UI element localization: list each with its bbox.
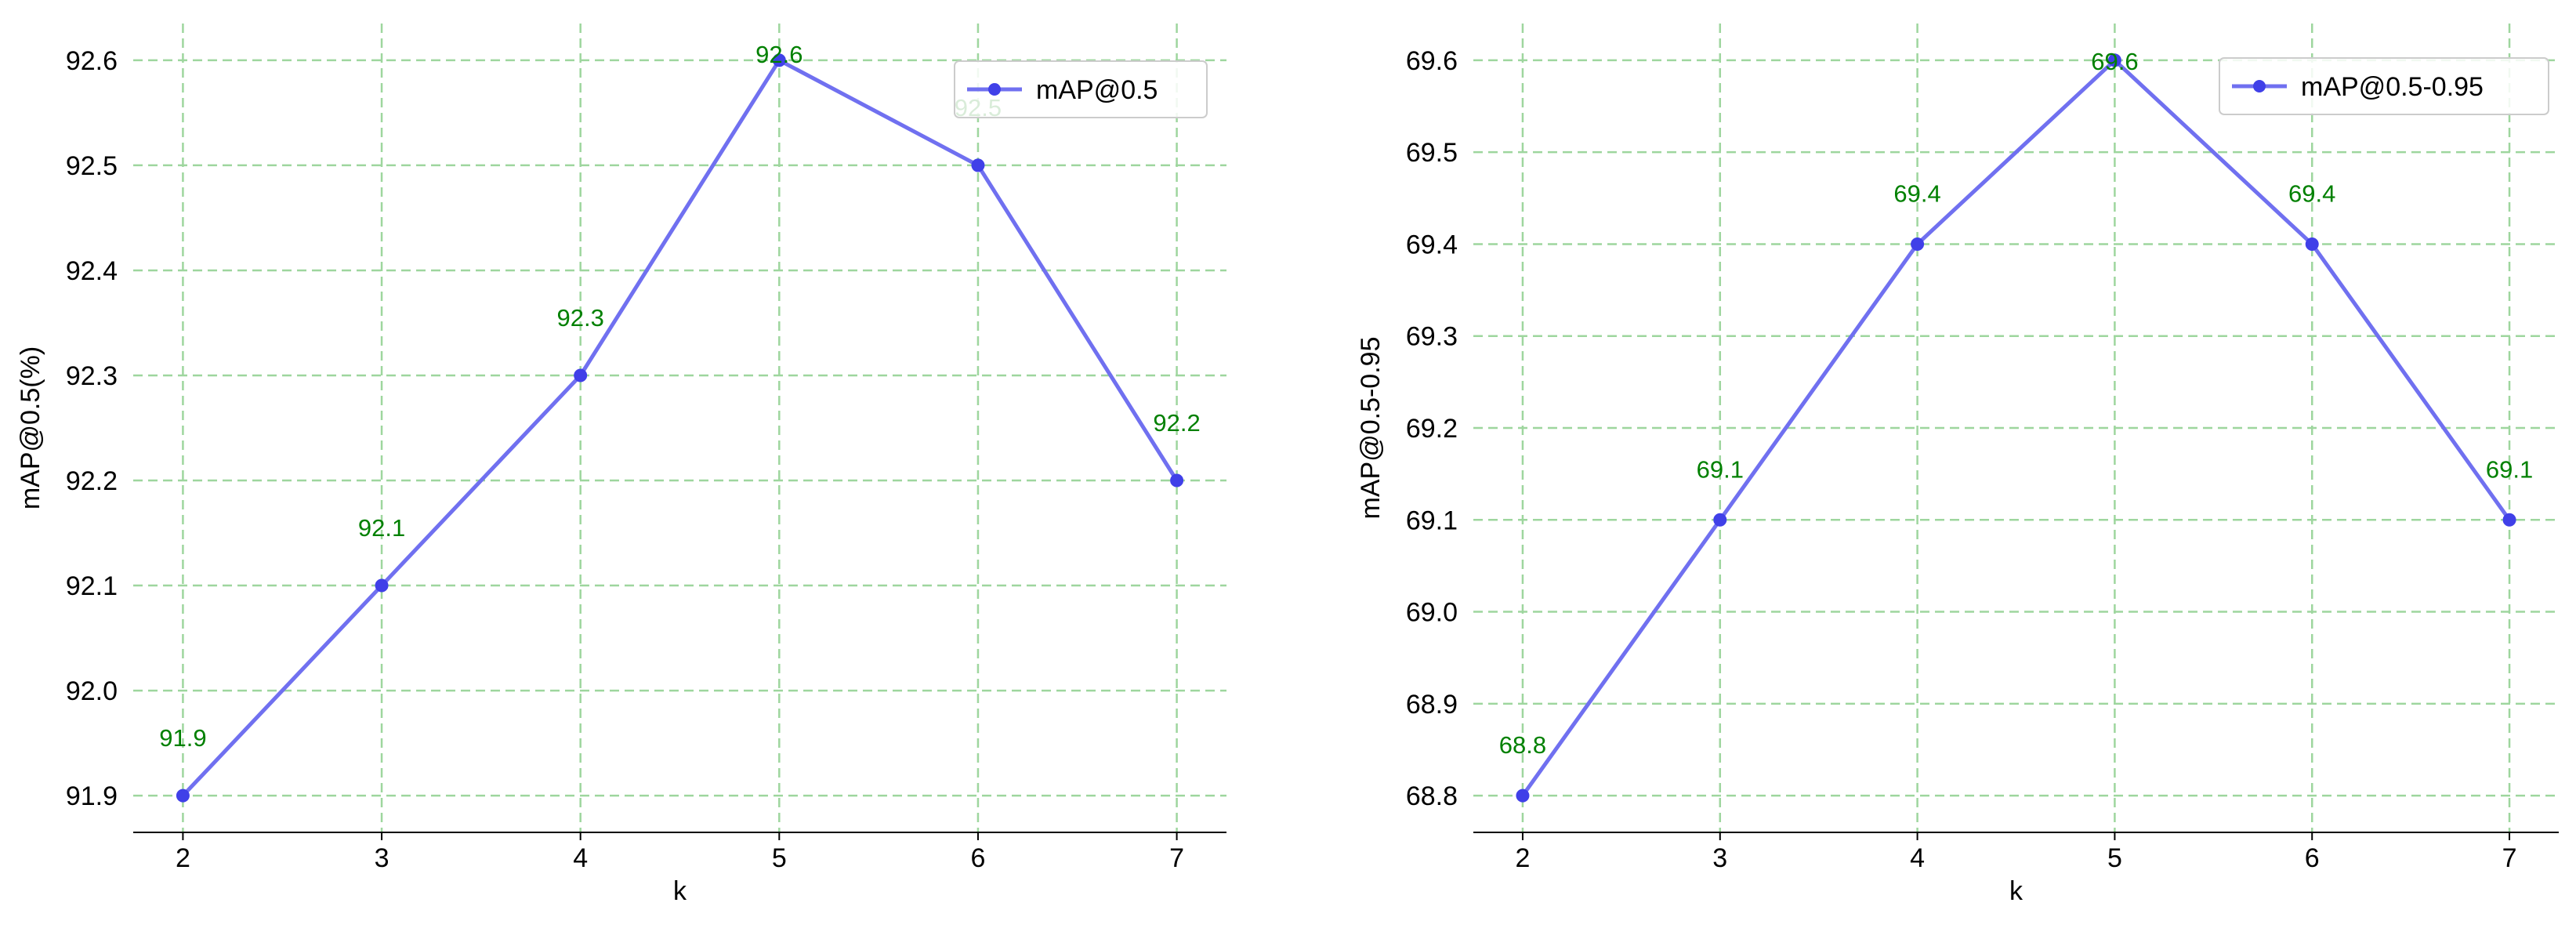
- x-tick-label: 2: [176, 843, 190, 873]
- data-label: 69.1: [2486, 455, 2533, 483]
- x-tick-label: 7: [1169, 843, 1184, 873]
- y-tick-label: 69.1: [1406, 506, 1458, 535]
- y-tick-label: 69.6: [1406, 46, 1458, 76]
- x-tick-label: 3: [375, 843, 389, 873]
- series-line: [1520, 58, 2512, 797]
- data-point: [2305, 237, 2319, 251]
- data-point: [1516, 788, 1530, 803]
- legend-label: mAP@0.5: [1036, 75, 1158, 105]
- legend: mAP@0.5: [954, 60, 1208, 118]
- y-tick-label: 92.0: [66, 676, 118, 706]
- data-label: 69.6: [2091, 48, 2138, 75]
- data-point: [1713, 513, 1727, 527]
- series-line: [181, 58, 1179, 797]
- data-point: [1170, 473, 1184, 488]
- y-axis-label: mAP@0.5(%): [16, 346, 45, 509]
- legend-box: [954, 60, 1208, 118]
- y-tick-label: 92.1: [66, 571, 118, 601]
- x-axis-label: k: [2009, 876, 2023, 906]
- y-tick-label: 68.9: [1406, 690, 1458, 720]
- data-point: [1911, 237, 1925, 251]
- x-tick-label: 7: [2502, 843, 2517, 873]
- data-label: 69.4: [2288, 179, 2335, 207]
- y-tick-label: 92.6: [66, 46, 118, 76]
- data-point: [176, 788, 190, 803]
- data-label: 69.4: [1893, 179, 1940, 207]
- data-label: 92.2: [1153, 409, 1200, 437]
- data-point: [375, 578, 389, 593]
- data-point: [574, 368, 588, 382]
- y-tick-label: 68.8: [1406, 781, 1458, 811]
- data-label: 92.3: [557, 304, 604, 332]
- legend: mAP@0.5-0.95: [2219, 57, 2549, 115]
- data-point: [2107, 53, 2121, 67]
- y-tick-label: 92.3: [66, 361, 118, 391]
- y-tick-label: 69.0: [1406, 598, 1458, 628]
- legend-marker-swatch: [2253, 80, 2266, 92]
- x-tick-label: 3: [1712, 843, 1727, 873]
- y-tick-label: 92.2: [66, 466, 118, 496]
- data-label: 91.9: [159, 724, 206, 752]
- y-tick-label: 91.9: [66, 781, 118, 811]
- x-tick-label: 5: [2107, 843, 2122, 873]
- x-tick-label: 6: [2305, 843, 2320, 873]
- y-tick-label: 69.5: [1406, 138, 1458, 168]
- y-tick-label: 92.4: [66, 256, 118, 286]
- y-tick-label: 69.2: [1406, 414, 1458, 444]
- x-tick-label: 5: [772, 843, 787, 873]
- subplot-1: 2 3 4 5 6 7 91.9 92.0 92.1 92.2 92.3 92.4 92.5 92.6 k m…: [16, 24, 1226, 906]
- data-label: 92.1: [358, 514, 405, 542]
- x-tick-label: 4: [1910, 843, 1925, 873]
- x-tick-label: 4: [573, 843, 588, 873]
- legend-label: mAP@0.5-0.95: [2301, 72, 2484, 102]
- data-point: [971, 158, 985, 172]
- y-tick-label: 92.5: [66, 151, 118, 181]
- data-label: 68.8: [1499, 731, 1546, 759]
- y-axis-label: mAP@0.5-0.95: [1356, 337, 1386, 520]
- x-tick-label: 6: [970, 843, 985, 873]
- data-point: [772, 53, 786, 67]
- subplot-2: 2 3 4 5 6 7 68.8 68.9 69.0 69.1 69.2 69.3 69.4 69.5 69…: [1356, 24, 2559, 906]
- data-point: [2502, 513, 2516, 527]
- y-tick-label: 69.3: [1406, 322, 1458, 352]
- x-tick-label: 2: [1515, 843, 1530, 873]
- y-tick-label: 69.4: [1406, 230, 1458, 259]
- data-label: 69.1: [1697, 455, 1744, 483]
- legend-marker-swatch: [988, 83, 1001, 96]
- x-axis-label: k: [673, 876, 687, 906]
- legend-box: [2219, 57, 2549, 115]
- data-label: 92.6: [755, 41, 803, 68]
